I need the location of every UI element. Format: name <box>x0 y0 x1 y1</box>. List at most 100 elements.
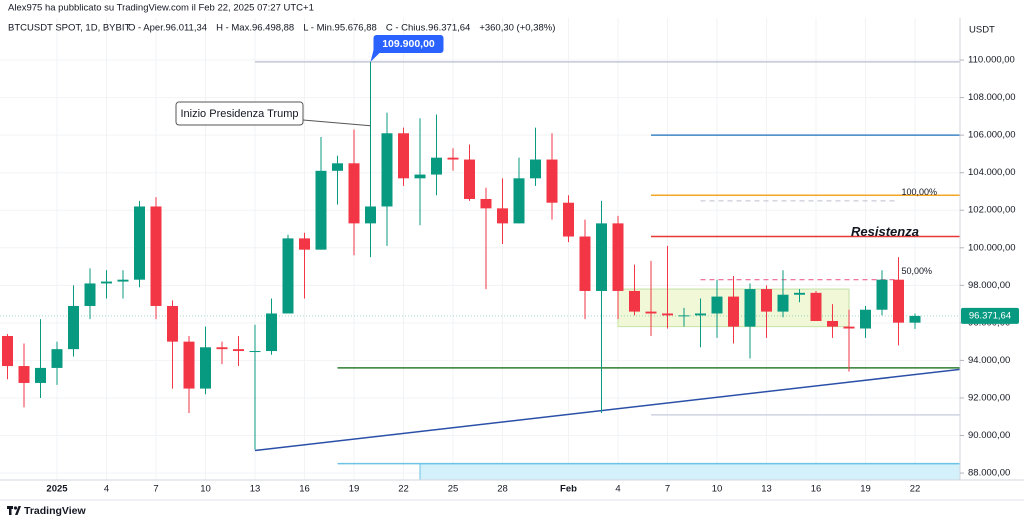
x-tick-label: 28 <box>497 484 508 495</box>
candle-body <box>596 223 607 291</box>
candle-body <box>860 309 871 329</box>
candle-body <box>381 133 393 207</box>
candle-body <box>150 206 162 306</box>
candle-body <box>893 279 904 323</box>
x-tick-label: 22 <box>398 484 409 495</box>
candle-body <box>579 236 591 291</box>
y-tick-label: 106.000,00 <box>968 130 1016 141</box>
candle-body <box>744 289 756 327</box>
logo <box>7 506 21 515</box>
candle-body <box>117 279 129 282</box>
candle-body <box>167 305 178 342</box>
publisher: Alex975 ha pubblicato su TradingView.com… <box>8 3 314 14</box>
y-tick-label: 104.000,00 <box>968 167 1016 178</box>
last-price-label: 96.371,64 <box>969 310 1011 321</box>
candle-body <box>876 279 888 310</box>
y-tick-label: 94.000,00 <box>968 355 1010 366</box>
x-tick-label: 4 <box>615 484 620 495</box>
legend-item: O - Aper.96.011,34 <box>128 23 207 34</box>
candle-body <box>711 296 723 314</box>
candle-body <box>827 320 838 327</box>
candle-body <box>2 336 13 367</box>
candle-body <box>563 202 574 237</box>
x-tick-label: 7 <box>153 484 158 495</box>
level-label: Resistenza <box>851 224 919 239</box>
x-tick-label: 10 <box>200 484 211 495</box>
note-pointer <box>302 119 371 127</box>
candle-body <box>315 170 327 250</box>
candle-body <box>18 366 30 383</box>
fib-label: 100,00% <box>902 187 938 197</box>
y-tick-label: 102.000,00 <box>968 205 1016 216</box>
fib-label: 50,00% <box>902 266 933 276</box>
candle-body <box>612 223 624 291</box>
zone <box>419 463 960 480</box>
x-tick-label: 13 <box>250 484 261 495</box>
y-tick-label: 100.000,00 <box>968 242 1016 253</box>
x-tick-label: 2025 <box>46 484 68 495</box>
candle-body <box>843 326 855 329</box>
candle-body <box>249 351 261 353</box>
y-tick-label: 90.000,00 <box>968 430 1010 441</box>
x-tick-label: Feb <box>560 484 577 495</box>
candle-body <box>414 174 426 179</box>
candle-body <box>35 367 46 383</box>
callout-label: 109.900,00 <box>382 38 435 50</box>
candle-body <box>645 311 657 314</box>
x-tick-label: 13 <box>761 484 772 495</box>
candle-body <box>447 157 459 160</box>
candle-body <box>777 294 789 312</box>
candle-body <box>101 281 112 284</box>
brand: TradingView <box>24 505 86 517</box>
x-tick-label: 10 <box>712 484 723 495</box>
y-tick-label: 92.000,00 <box>968 392 1010 403</box>
last-price-box <box>961 307 1019 324</box>
candle-body <box>398 133 409 179</box>
x-tick-label: 16 <box>299 484 310 495</box>
candle-body <box>332 163 343 171</box>
callout-pointer <box>370 50 380 62</box>
candle-body <box>794 292 805 295</box>
candle-body <box>695 313 706 316</box>
y-tick-label: 88.000,00 <box>968 468 1010 479</box>
note-text: Inizio Presidenza Trump <box>181 108 299 120</box>
candle-body <box>365 206 376 224</box>
x-tick-label: 22 <box>910 484 921 495</box>
candle-body <box>183 341 195 389</box>
candle-body <box>233 349 244 352</box>
candles <box>2 61 921 450</box>
candle-body <box>216 347 228 350</box>
legend-item: L - Min.95.676,88 <box>303 23 377 34</box>
legend-item: +360,30 (+0,38%) <box>479 23 555 34</box>
candle-body <box>513 178 525 224</box>
candle-body <box>662 313 673 316</box>
candle-body <box>431 157 442 175</box>
candle-body <box>200 347 211 389</box>
candle-body <box>909 315 921 323</box>
x-tick-label: 19 <box>860 484 871 495</box>
candle-body <box>464 159 475 199</box>
y-tick-label: 110.000,00 <box>968 55 1015 66</box>
candle-body <box>546 159 558 203</box>
candle-body <box>299 238 310 250</box>
candle-body <box>530 159 541 179</box>
x-tick-label: 25 <box>448 484 459 495</box>
candle-body <box>266 313 277 352</box>
x-tick-label: 16 <box>811 484 822 495</box>
symbol: BTCUSDT SPOT, 1D, BYBIT <box>8 23 130 34</box>
x-tick-label: 4 <box>104 484 109 495</box>
x-tick-label: 7 <box>665 484 670 495</box>
callout-box <box>373 35 444 53</box>
candle-body <box>68 305 79 350</box>
candle-body <box>497 208 508 224</box>
candle-body <box>348 163 360 224</box>
legend-item: H - Max.96.498,88 <box>216 23 294 34</box>
candle-body <box>51 349 63 368</box>
candle-body <box>84 283 96 306</box>
candle-body <box>678 315 690 317</box>
y-tick-label: 98.000,00 <box>968 280 1010 291</box>
y-tick-label: 108.000,00 <box>968 92 1016 103</box>
candle-body <box>282 238 294 314</box>
candle-body <box>728 296 739 327</box>
